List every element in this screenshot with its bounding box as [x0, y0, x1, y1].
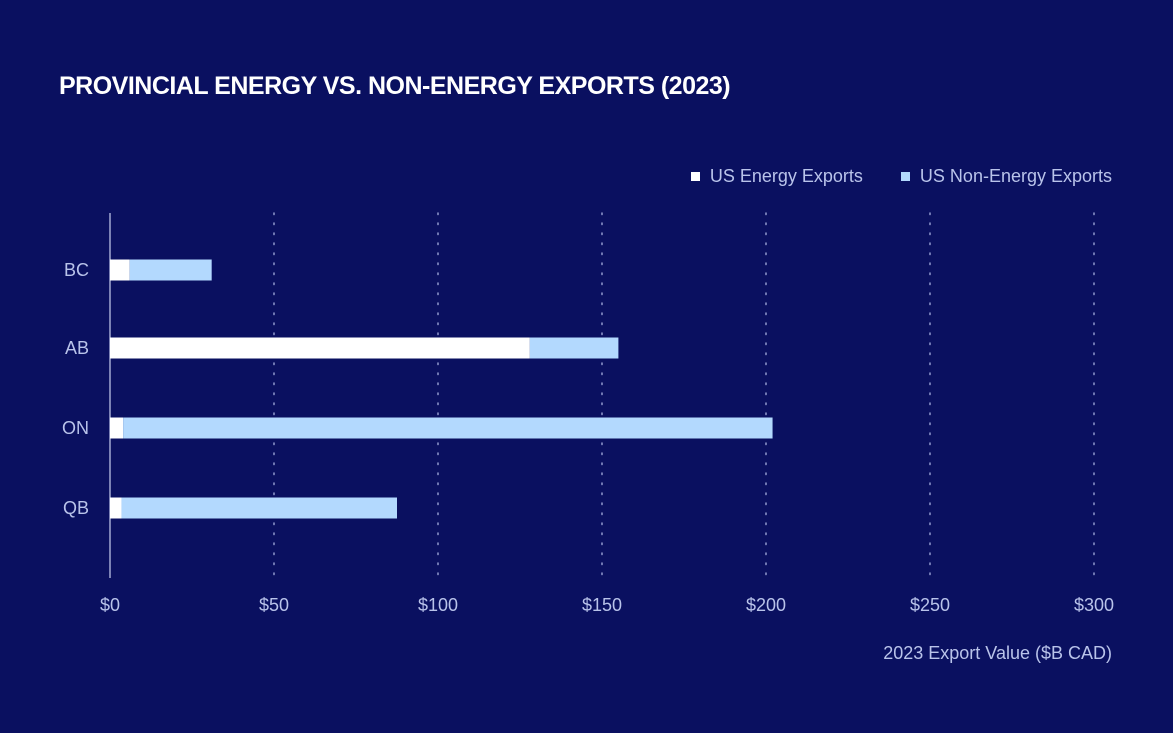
legend-item-energy: US Energy Exports — [690, 166, 863, 187]
bar-on-non-energy — [123, 417, 773, 439]
x-tick-label-300: $300 — [1074, 595, 1114, 615]
x-tick-label-200: $200 — [746, 595, 786, 615]
x-axis-title: 2023 Export Value ($B CAD) — [883, 643, 1112, 663]
bar-bc-non-energy — [129, 259, 212, 281]
x-tick-label-50: $50 — [259, 595, 289, 615]
chart-legend: US Energy Exports US Non-Energy Exports — [690, 166, 1112, 187]
x-tick-label-250: $250 — [910, 595, 950, 615]
bar-qb-non-energy — [121, 497, 397, 519]
legend-swatch-non-energy — [900, 172, 910, 181]
y-tick-label-ab: AB — [65, 338, 89, 358]
legend-item-non-energy: US Non-Energy Exports — [900, 166, 1112, 187]
chart-title: PROVINCIAL ENERGY VS. NON-ENERGY EXPORTS… — [59, 72, 731, 100]
bar-ab-energy — [110, 337, 530, 359]
x-tick-label-100: $100 — [418, 595, 458, 615]
y-tick-label-bc: BC — [64, 260, 89, 280]
legend-label-non-energy: US Non-Energy Exports — [919, 166, 1112, 186]
bar-on-energy — [110, 417, 124, 439]
legend-swatch-energy — [690, 172, 700, 181]
x-tick-label-150: $150 — [582, 595, 622, 615]
y-tick-label-on: ON — [62, 418, 89, 438]
bar-qb-energy — [110, 497, 122, 519]
x-tick-label-0: $0 — [100, 595, 120, 615]
y-tick-label-qb: QB — [63, 498, 89, 518]
bar-bc-energy — [110, 259, 130, 281]
bar-ab-non-energy — [529, 337, 619, 359]
legend-label-energy: US Energy Exports — [709, 166, 863, 186]
